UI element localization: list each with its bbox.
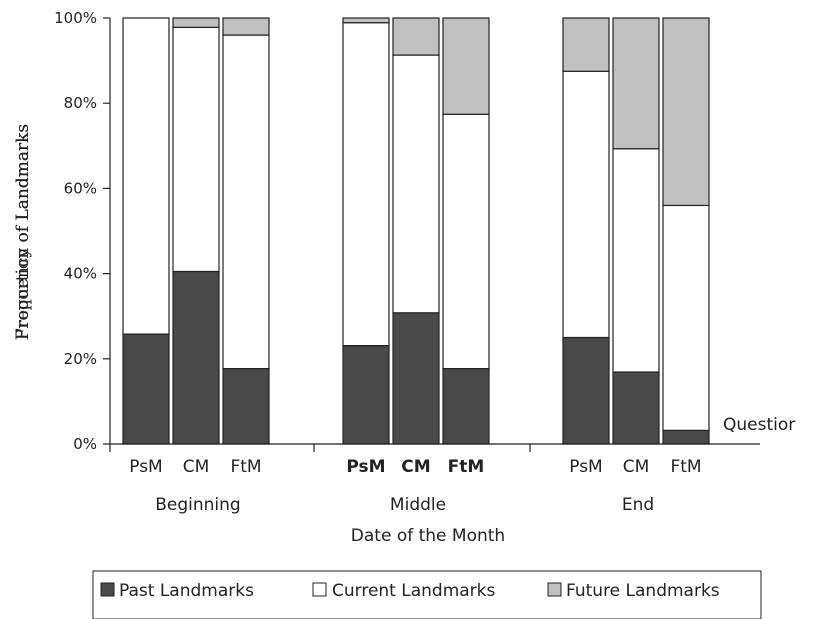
bar-segment-end-cm-future bbox=[612, 17, 660, 150]
legend-swatch-future bbox=[547, 582, 562, 597]
x-category-label: FtM bbox=[230, 457, 261, 477]
bar-segment-end-ftm-future bbox=[662, 17, 710, 207]
bar-segment-beginning-ftm-past bbox=[222, 367, 270, 445]
bar-segment-end-ftm-current bbox=[662, 204, 710, 431]
y-tick-label: 100% bbox=[54, 9, 97, 27]
x-axis-title: Date of the Month bbox=[351, 526, 505, 546]
x-category-label: FtM bbox=[448, 457, 485, 477]
bar-segment-middle-ftm-current bbox=[442, 113, 490, 370]
bar-segment-end-cm-past bbox=[612, 371, 660, 445]
legend-frame bbox=[92, 570, 762, 619]
y-tick-label: 60% bbox=[64, 179, 97, 197]
x-category-labels: PsM CM FtM PsM CM FtM PsM CM FtM bbox=[129, 457, 701, 477]
x-group-label: End bbox=[622, 495, 654, 515]
x-group-label: Middle bbox=[390, 495, 446, 515]
bar-segment-beginning-cm-past bbox=[172, 270, 220, 445]
x-category-label: FtM bbox=[670, 457, 701, 477]
y-tick-label: 20% bbox=[64, 350, 97, 368]
bar-segment-middle-cm-current bbox=[392, 54, 440, 314]
bar-segment-middle-psm-current bbox=[342, 22, 390, 347]
bar-segment-end-psm-future bbox=[562, 17, 610, 72]
bar-segment-beginning-ftm-current bbox=[222, 34, 270, 370]
legend-swatch-current bbox=[312, 582, 327, 597]
x-category-label: PsM bbox=[569, 457, 602, 477]
bar-segment-middle-ftm-future bbox=[442, 17, 490, 115]
bar-segment-end-psm-current bbox=[562, 70, 610, 339]
y-axis-title: Frequency of Landmarks bbox=[13, 124, 33, 340]
extra-axis-label: Questior bbox=[723, 415, 795, 435]
x-group-label: Beginning bbox=[155, 495, 240, 515]
bar-segment-middle-psm-past bbox=[342, 344, 390, 445]
legend-label-current: Current Landmarks bbox=[332, 581, 496, 601]
bar-segment-beginning-psm-current bbox=[122, 17, 170, 335]
legend: Past Landmarks Current Landmarks Future … bbox=[92, 570, 762, 619]
y-tick-label: 0% bbox=[73, 435, 97, 453]
bar-segment-beginning-cm-current bbox=[172, 26, 220, 273]
bar-segment-end-psm-past bbox=[562, 336, 610, 445]
x-category-label: PsM bbox=[129, 457, 162, 477]
bar-segment-beginning-ftm-future bbox=[222, 17, 270, 36]
y-ticks: 0% 20% 40% 60% 80% 100% bbox=[54, 9, 110, 453]
bar-segment-middle-cm-future bbox=[392, 17, 440, 56]
y-tick-label: 80% bbox=[64, 94, 97, 112]
bar-segment-beginning-cm-future bbox=[172, 17, 220, 28]
x-category-label: CM bbox=[623, 457, 650, 477]
legend-label-future: Future Landmarks bbox=[566, 581, 720, 601]
bars-layer bbox=[122, 17, 710, 445]
bar-segment-middle-cm-past bbox=[392, 312, 440, 445]
y-axis-title-overlap: Proportion of Landmarks bbox=[13, 124, 33, 341]
bar-segment-middle-psm-future bbox=[342, 17, 390, 24]
bar-segment-end-cm-current bbox=[612, 148, 660, 373]
axes-layer bbox=[109, 18, 760, 452]
x-category-label: CM bbox=[183, 457, 210, 477]
x-category-label: PsM bbox=[346, 457, 385, 477]
bar-segment-end-ftm-past bbox=[662, 429, 710, 445]
x-group-labels: Beginning Middle End bbox=[155, 495, 654, 515]
y-tick-label: 40% bbox=[64, 265, 97, 283]
legend-label-past: Past Landmarks bbox=[119, 581, 254, 601]
bar-segment-beginning-psm-past bbox=[122, 333, 170, 445]
bar-segment-middle-ftm-past bbox=[442, 367, 490, 445]
x-category-label: CM bbox=[401, 457, 430, 477]
legend-swatch-past bbox=[100, 582, 115, 597]
